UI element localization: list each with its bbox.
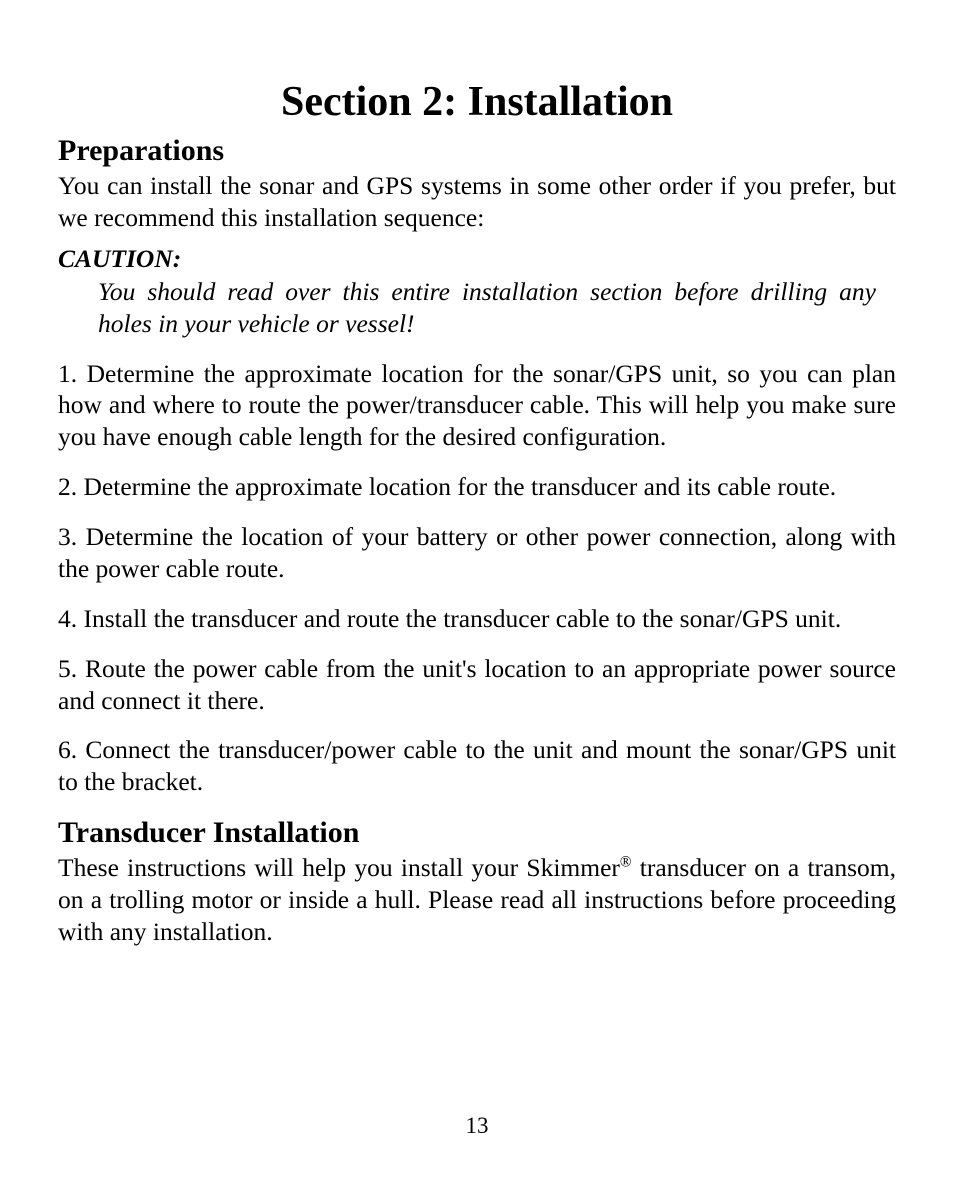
section-title: Section 2: Installation [58, 78, 896, 126]
step-3: 3. Determine the location of your batter… [58, 521, 896, 585]
page-number: 13 [0, 1113, 954, 1139]
page: Section 2: Installation Preparations You… [0, 0, 954, 1199]
intro-paragraph: You can install the sonar and GPS system… [58, 170, 896, 234]
step-6: 6. Connect the transducer/power cable to… [58, 734, 896, 798]
step-1: 1. Determine the approximate location fo… [58, 358, 896, 454]
caution-label: CAUTION: [58, 244, 896, 274]
transducer-heading: Transducer Installation [58, 816, 896, 850]
registered-mark: ® [620, 854, 632, 871]
transducer-intro: These instructions will help you install… [58, 852, 896, 948]
preparations-heading: Preparations [58, 134, 896, 168]
step-2: 2. Determine the approximate location fo… [58, 471, 896, 503]
step-4: 4. Install the transducer and route the … [58, 603, 896, 635]
step-5: 5. Route the power cable from the unit's… [58, 653, 896, 717]
transducer-intro-pre: These instructions will help you install… [58, 853, 620, 882]
caution-body: You should read over this entire install… [98, 276, 896, 340]
